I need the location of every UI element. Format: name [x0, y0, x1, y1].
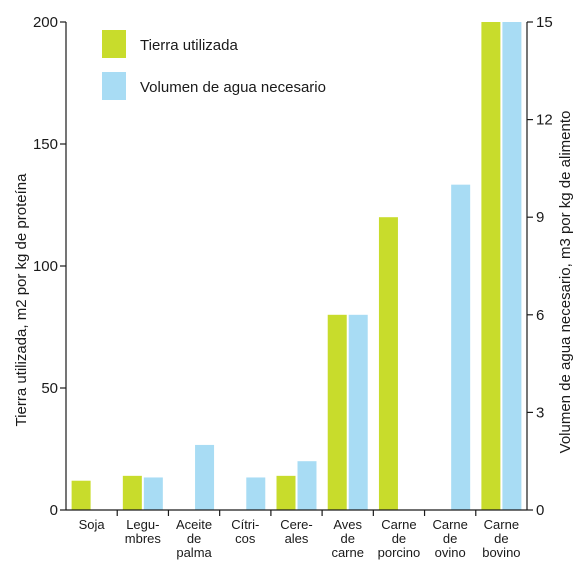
y-tick-label-left-3: 150	[33, 136, 58, 153]
bar-land-0	[71, 480, 91, 510]
bar-land-4	[276, 475, 296, 510]
bar-water-5	[348, 314, 368, 510]
y-tick-label-left-0: 0	[50, 502, 58, 519]
y-tick-label-right-0: 0	[536, 502, 544, 519]
x-tick-label-2: Aceite de palma	[176, 517, 213, 560]
x-tick-label-5: Aves de carne	[331, 517, 364, 560]
ticks-layer: 0 50 100 150 200 0 3 6 9 12 15 Soja Legu-mbres Aceite…	[33, 14, 553, 560]
y-axis-title-left: Tierra utilizada, m2 por kg de proteína	[13, 173, 30, 427]
y-axis-title-right: Volumen de agua necesario, m3 por kg de …	[557, 111, 574, 454]
legend-label-water: Volumen de agua necesario	[140, 79, 326, 96]
legend-label-land: Tierra utilizada	[140, 37, 238, 54]
x-tick-label-1: Legu-mbres	[125, 517, 162, 546]
x-tick-label-8: Carne de bovino	[482, 517, 520, 560]
bar-water-1	[143, 477, 163, 510]
y-tick-label-left-4: 200	[33, 14, 58, 31]
bar-water-3	[246, 477, 266, 510]
bar-water-7	[451, 184, 471, 510]
bar-water-2	[195, 444, 215, 510]
axes-layer	[60, 21, 533, 516]
legend-swatch-land	[102, 30, 126, 58]
y-tick-label-right-2: 6	[536, 307, 544, 324]
bar-land-1	[122, 475, 142, 510]
y-tick-label-right-1: 3	[536, 404, 544, 421]
bar-land-5	[327, 314, 347, 510]
x-tick-label-7: Carne de ovino	[432, 517, 467, 560]
x-tick-label-6: Carne de porcino	[378, 517, 421, 560]
y-tick-label-right-4: 12	[536, 112, 553, 129]
bar-water-8	[502, 22, 522, 510]
bar-land-6	[378, 217, 398, 510]
x-tick-label-0: Soja	[79, 517, 106, 532]
legend-swatch-water	[102, 72, 126, 100]
y-tick-label-right-3: 9	[536, 209, 544, 226]
y-tick-label-left-1: 50	[41, 380, 58, 397]
y-tick-label-left-2: 100	[33, 258, 58, 275]
bars-layer	[71, 22, 522, 510]
x-tick-label-4: Cere-ales	[280, 517, 313, 546]
legend: Tierra utilizada Volumen de agua necesar…	[102, 30, 326, 100]
y-tick-label-right-5: 15	[536, 14, 553, 31]
bar-land-8	[481, 22, 501, 510]
x-tick-label-3: Cítri-cos	[231, 517, 259, 546]
bar-water-4	[297, 461, 317, 510]
